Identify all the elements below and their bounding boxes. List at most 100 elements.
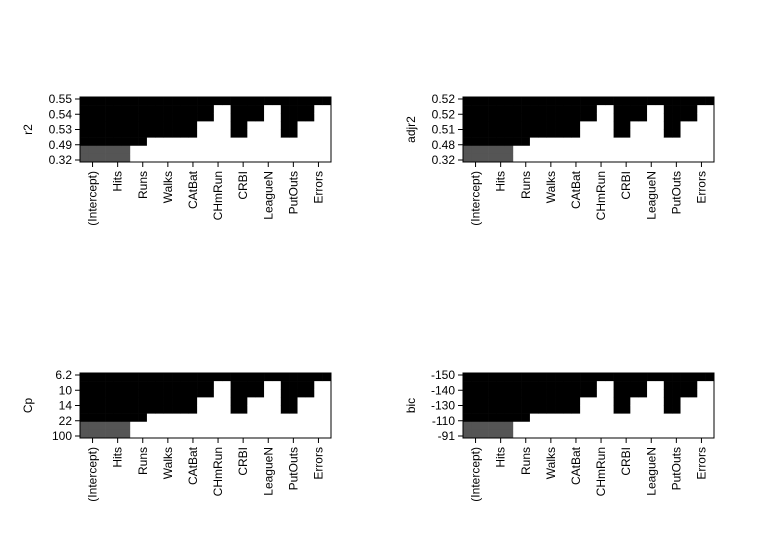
cell [496,113,506,122]
cell [488,153,497,163]
cell [205,413,215,423]
cell [172,421,181,431]
cell [272,389,282,398]
cell [546,413,556,423]
cell [621,389,631,398]
cell [80,381,89,390]
x-tick-label: (Intercept) [86,171,100,226]
cell [496,405,506,414]
x-tick-label: CRBI [236,171,250,200]
cell [146,421,156,431]
cell [697,405,706,414]
cell [588,381,598,390]
cell [705,373,715,382]
cell [538,137,547,147]
cell [613,397,623,406]
cell [213,105,223,114]
cell [255,153,265,163]
cell [272,429,282,439]
cell [272,373,282,382]
cell [197,421,206,431]
cell [213,121,223,130]
cell [488,429,497,439]
cell [188,153,198,163]
cell [88,113,98,122]
cell [538,121,547,130]
cell [205,137,215,147]
cell [504,373,514,382]
cell [621,397,631,406]
cell [571,145,581,155]
cell [596,137,606,147]
cell [504,137,514,147]
cell [596,421,606,431]
cell [580,373,589,382]
cell [289,153,298,163]
cell [197,129,206,138]
cell [588,429,598,439]
cell [613,389,623,398]
cell [138,153,148,163]
cell [688,105,698,114]
cell [471,145,481,155]
cell [230,405,240,414]
cell [297,405,307,414]
cell [105,421,114,431]
cell [521,429,531,439]
cell [479,97,489,106]
cell [138,137,148,147]
cell [580,381,589,390]
cell [255,137,265,147]
cell [222,429,231,439]
cell [105,113,114,122]
cell [672,153,681,163]
cell [289,373,298,382]
cell [605,373,614,382]
y-tick-label: 0.48 [432,138,456,152]
cell [247,113,256,122]
cell [521,145,531,155]
cell [247,413,256,423]
cell [588,421,598,431]
cell [289,405,298,414]
cell [146,373,156,382]
cell [471,373,481,382]
cell [272,137,282,147]
cell [571,421,581,431]
cell [638,381,648,390]
cell [222,153,231,163]
cell [80,421,89,431]
cell [580,145,589,155]
cell [180,389,190,398]
cell [680,421,690,431]
cell [630,429,639,439]
cell [688,145,698,155]
cell [80,413,89,423]
cell [264,389,273,398]
cell [121,421,131,431]
cell [630,413,639,423]
cell [105,405,114,414]
cell [322,121,332,130]
cell [155,389,164,398]
y-tick-label: 6.2 [55,368,72,382]
cell [655,381,665,390]
cell [479,421,489,431]
cell [613,97,623,106]
cell [555,381,564,390]
cell [155,153,164,163]
cell [697,113,706,122]
cell [529,121,539,130]
cell [672,129,681,138]
cell [613,381,623,390]
x-tick-label: Hits [111,447,125,468]
cell [180,137,190,147]
cell [205,381,215,390]
cell [205,145,215,155]
cell [322,413,332,423]
cell [580,129,589,138]
cell [138,429,148,439]
x-tick-label: LeagueN [261,171,275,220]
cell [697,137,706,147]
cell [663,129,673,138]
